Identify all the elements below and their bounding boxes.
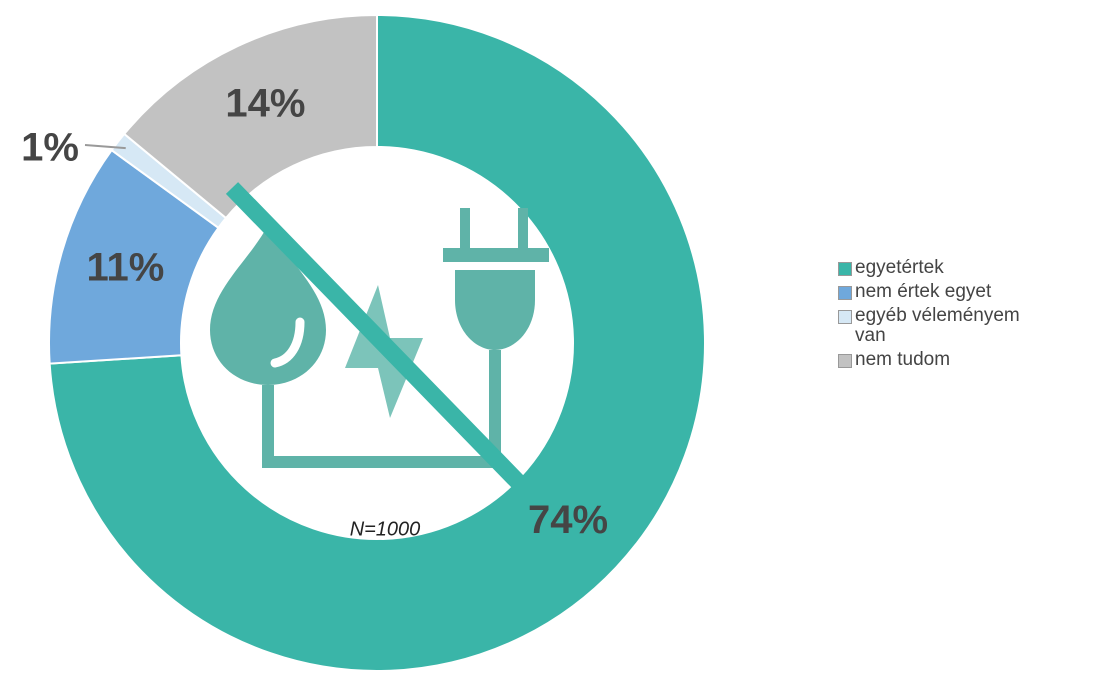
legend-item: nem tudom [838,350,1055,370]
icon [210,182,549,488]
data-label: 1% [21,126,79,170]
legend-item: egyéb véleményem van [838,306,1055,346]
data-label: 74% [528,498,608,542]
legend-label: egyetértek [855,257,944,278]
data-label: 14% [225,81,305,125]
legend-label: nem értek egyet [855,281,992,302]
drop-icon [210,225,326,385]
plug-prong [460,208,470,248]
donut-segment [48,13,706,672]
drop-highlight [270,317,305,368]
data-label: 11% [86,245,164,289]
legend-swatch [838,354,852,368]
legend-label: nem tudom [855,349,951,370]
plug-body [455,270,535,350]
plug-top [443,248,549,262]
wire [262,350,501,468]
labels: 74% 11% 1% 14% [21,81,608,541]
leader-line [84,144,126,150]
legend-item: nem értek egyet [838,282,1055,302]
donut-segment [122,13,378,220]
legend-item: egyetértek [838,258,1055,278]
annotation: N=1000 [350,518,421,540]
segments [48,13,706,672]
strike-line [225,182,525,488]
legend: egyetértek nem értek egyet egyéb véleménye… [838,258,1055,374]
legend-swatch [838,310,852,324]
legend-swatch [838,262,852,276]
legend-label: egyéb véleményem van [855,305,1020,346]
plug-prong [518,208,528,248]
legend-swatch [838,286,852,300]
